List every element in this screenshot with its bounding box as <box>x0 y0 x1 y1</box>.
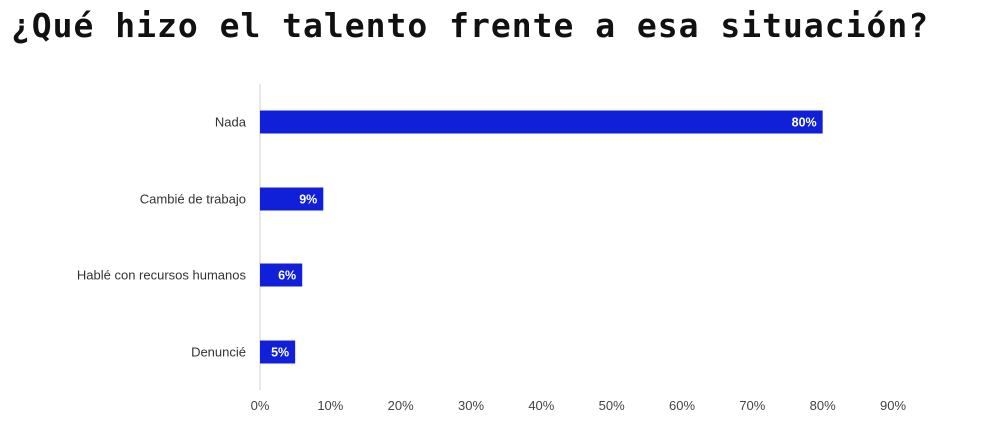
x-tick-label-7: 70% <box>739 398 765 413</box>
bars-group <box>260 110 823 364</box>
bar-0 <box>260 110 823 134</box>
data-label-0: 80% <box>792 116 817 130</box>
data-labels: 80% 9% 6% 5% <box>271 116 817 360</box>
x-tick-label-5: 50% <box>599 398 625 413</box>
chart-title: ¿Qué hizo el talento frente a esa situac… <box>10 6 930 45</box>
x-tick-label-2: 20% <box>388 398 414 413</box>
x-tick-label-4: 40% <box>528 398 554 413</box>
category-label-0: Nada <box>215 115 247 130</box>
data-label-3: 5% <box>271 346 289 360</box>
bar-1 <box>260 187 324 211</box>
x-tick-label-0: 0% <box>251 398 270 413</box>
data-label-1: 9% <box>299 193 317 207</box>
data-label-2: 6% <box>278 269 296 283</box>
category-label-1: Cambié de trabajo <box>140 192 246 207</box>
bar-3 <box>260 340 296 364</box>
x-tick-label-9: 90% <box>880 398 906 413</box>
bar-2 <box>260 263 303 287</box>
category-label-3: Denuncié <box>191 345 246 360</box>
category-labels: Nada Cambié de trabajo Hablé con recursos … <box>77 115 247 360</box>
x-tick-label-3: 30% <box>458 398 484 413</box>
x-axis-ticks: 0% 10% 20% 30% 40% 50% 60% 70% 80% 90% <box>251 398 907 413</box>
x-tick-label-8: 80% <box>810 398 836 413</box>
x-tick-label-1: 10% <box>317 398 343 413</box>
category-label-2: Hablé con recursos humanos <box>77 268 247 283</box>
x-tick-label-6: 60% <box>669 398 695 413</box>
